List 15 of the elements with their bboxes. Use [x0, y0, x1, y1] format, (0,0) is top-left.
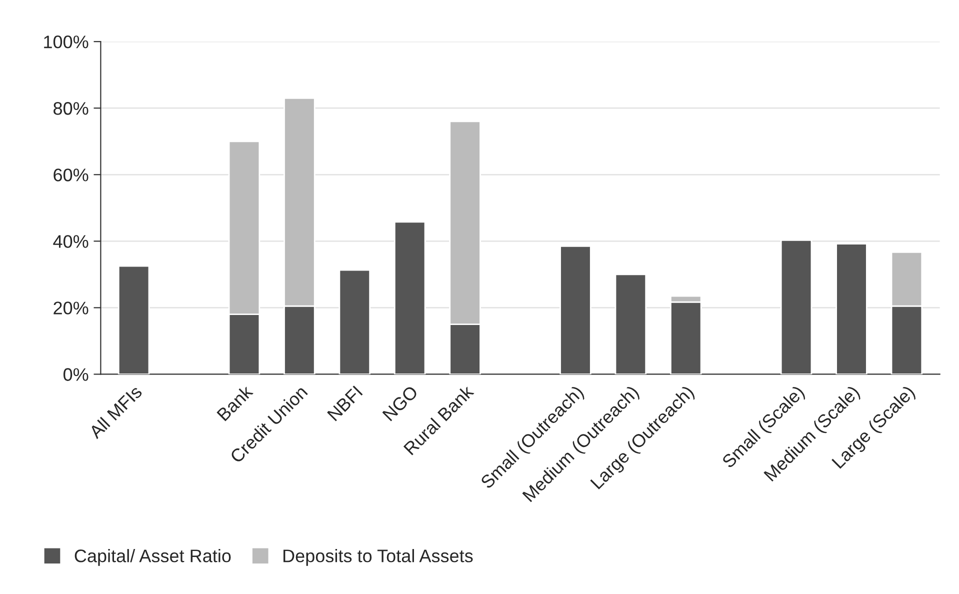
y-tick-label: 100% — [44, 36, 88, 48]
bar — [836, 243, 868, 374]
bar — [560, 245, 592, 374]
y-tick-label: 80% — [54, 102, 88, 115]
legend-label: Deposits to Total Assets — [284, 549, 473, 566]
y-tick-label: 0% — [64, 368, 88, 381]
bar — [780, 239, 812, 374]
y-tick-label: 60% — [54, 168, 88, 182]
bar — [338, 269, 371, 374]
legend-label: Capital/ Asset Ratio — [74, 549, 231, 566]
bar — [394, 221, 426, 374]
bar — [614, 274, 647, 374]
bar — [118, 265, 150, 374]
y-tick-label: 20% — [54, 302, 88, 314]
y-tick-label: 40% — [53, 235, 88, 248]
